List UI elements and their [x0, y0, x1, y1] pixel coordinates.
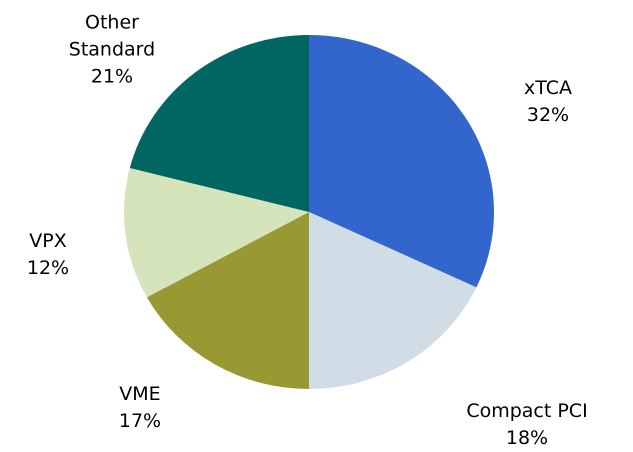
category-label: VME	[119, 383, 161, 405]
slice-label: xTCA 32%	[524, 75, 572, 129]
value-label: 21%	[90, 65, 134, 88]
category-label: Other Standard	[68, 11, 156, 61]
value-label: 17%	[118, 410, 162, 432]
pie-slice	[129, 34, 309, 213]
slice-label: Other Standard 21%	[62, 10, 162, 91]
category-label: VPX	[29, 230, 67, 252]
pie-slice	[309, 35, 494, 288]
pie-slice	[146, 212, 309, 389]
value-label: 32%	[526, 104, 570, 126]
pie-slice	[124, 167, 309, 298]
slice-label: Compact PCI 18%	[466, 398, 587, 452]
category-label: Compact PCI	[466, 400, 588, 422]
value-label: 12%	[26, 257, 70, 279]
pie-slice	[309, 212, 477, 389]
value-label: 18%	[505, 427, 549, 449]
slice-label: VME 17%	[119, 381, 161, 435]
slice-label: VPX 12%	[27, 228, 69, 282]
category-label: xTCA	[523, 77, 573, 99]
